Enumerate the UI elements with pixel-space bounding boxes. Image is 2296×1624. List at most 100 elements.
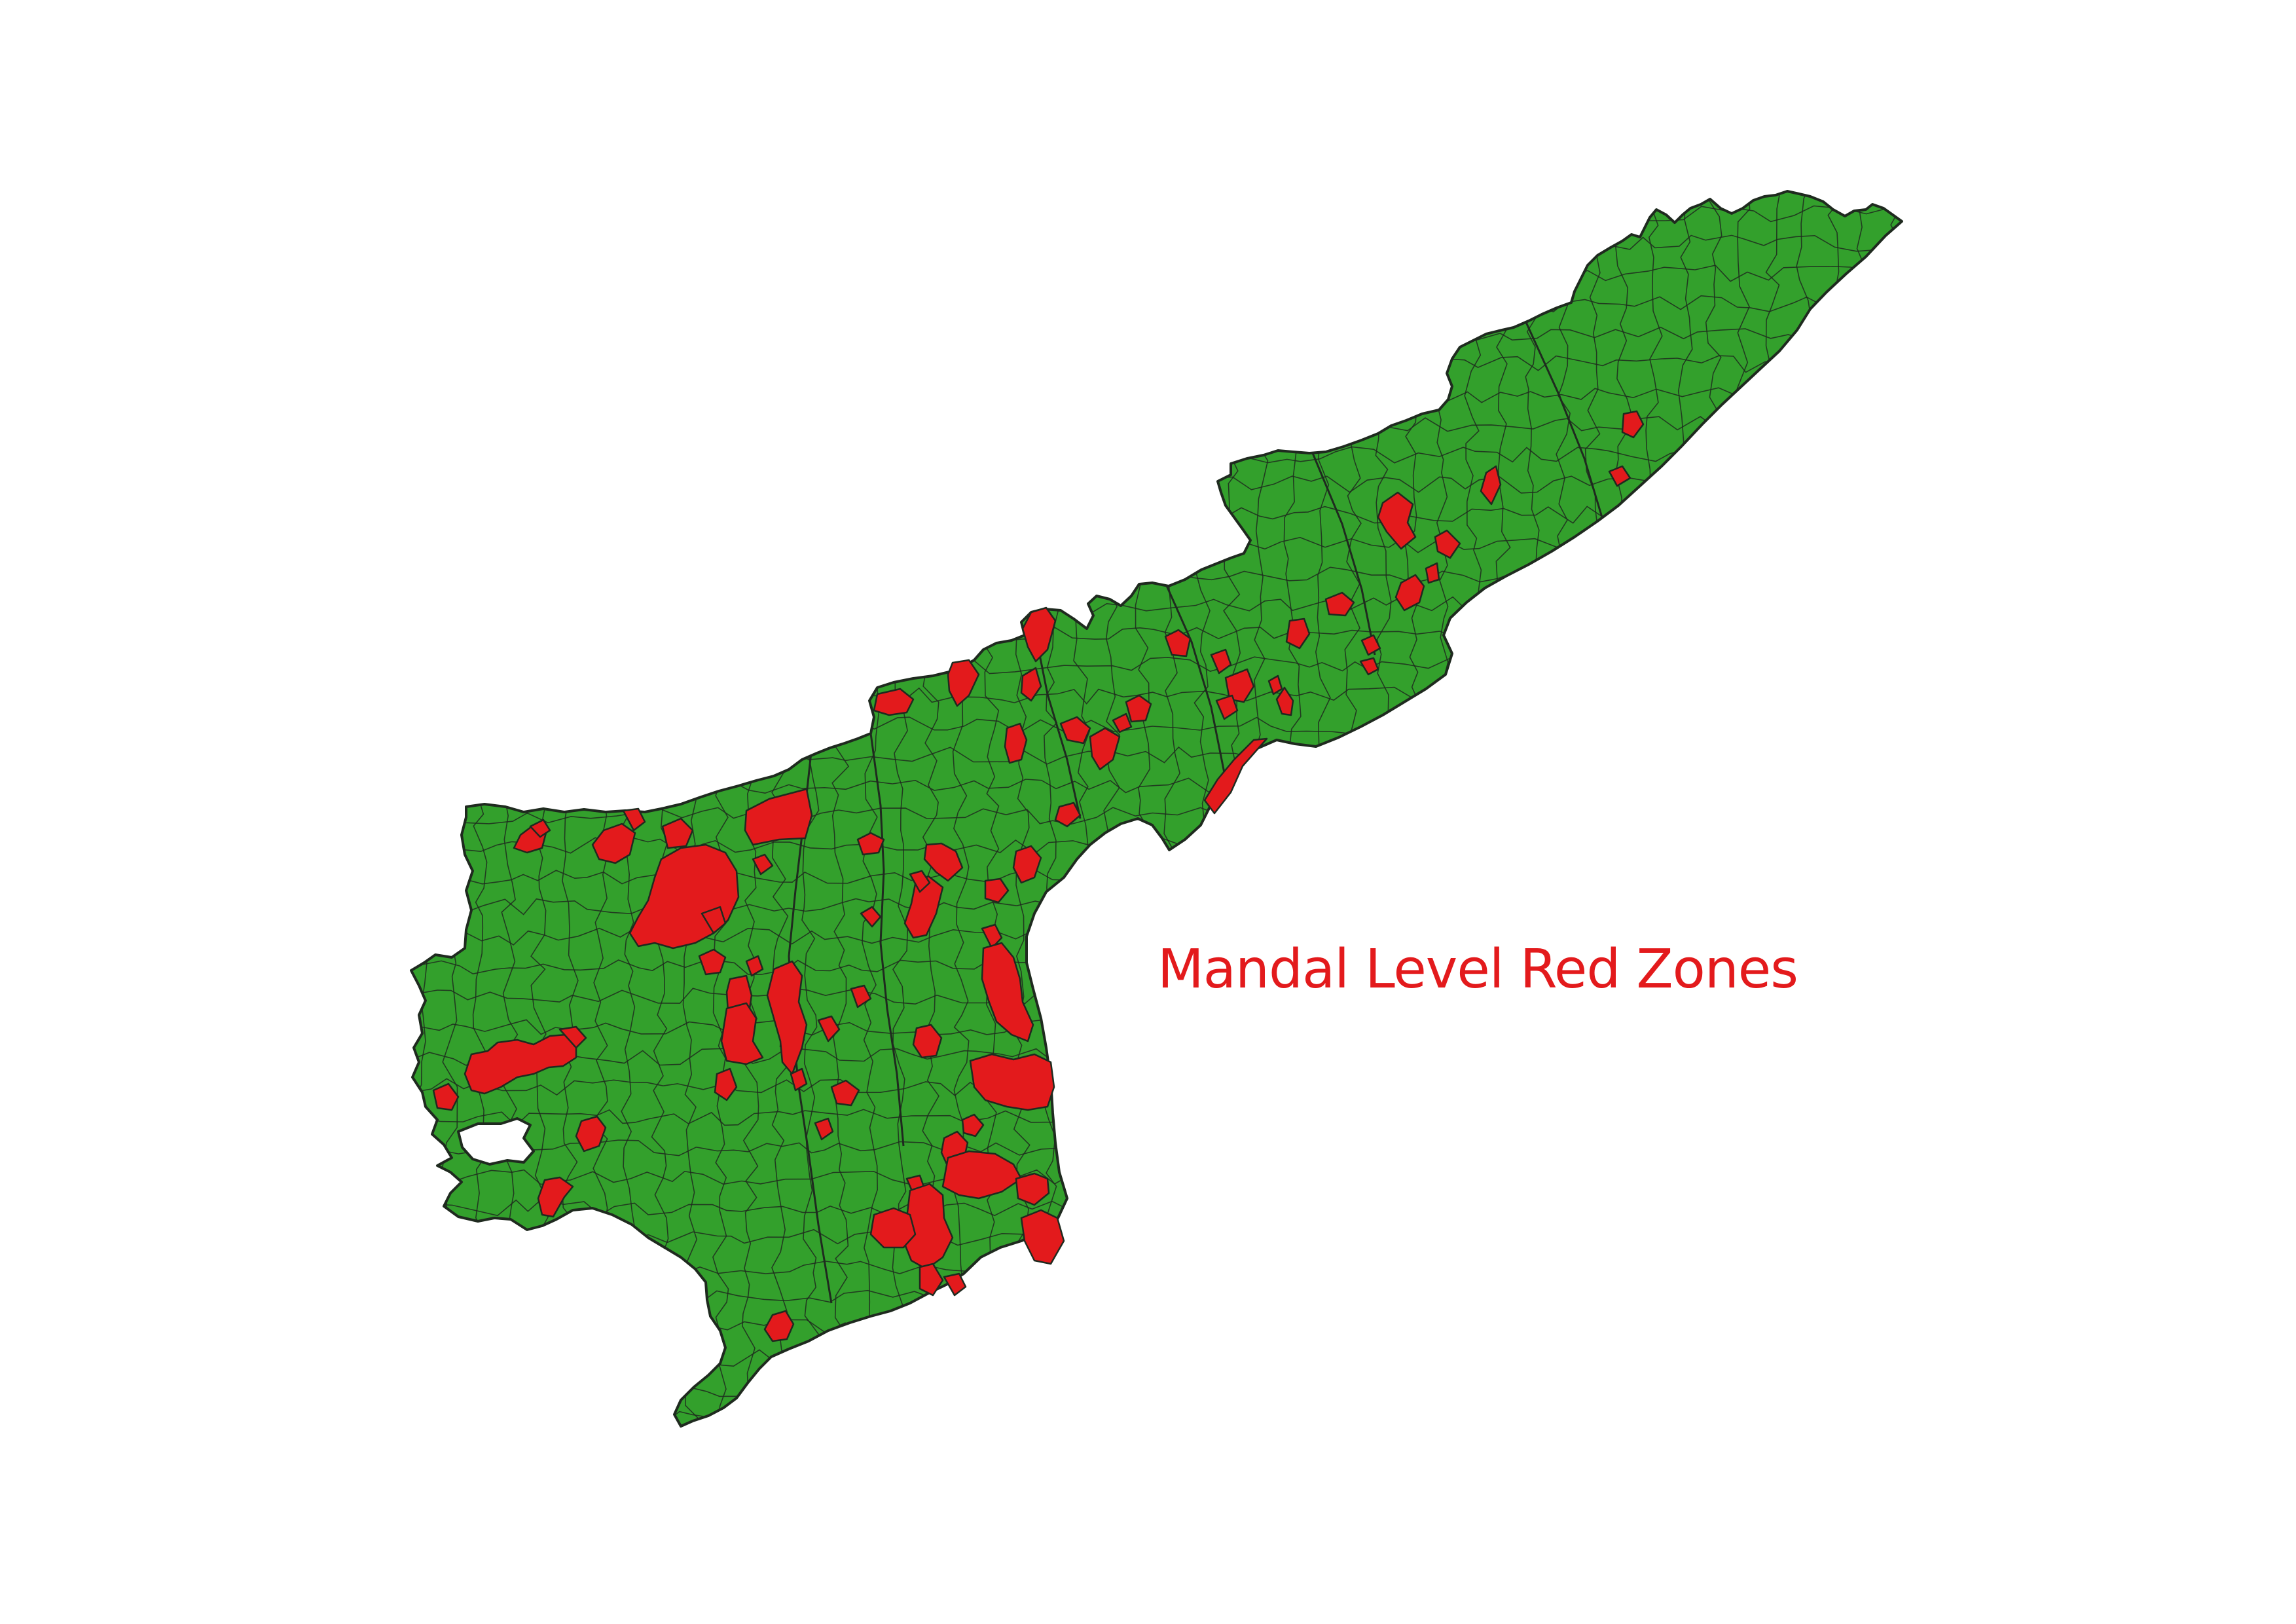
red-zone-mandal bbox=[763, 1310, 795, 1342]
red-zone-mandal bbox=[860, 906, 882, 928]
mandal-boundary-line bbox=[1855, 191, 1878, 1426]
red-zone-mandal bbox=[1215, 694, 1239, 720]
mandal-boundary-line bbox=[1253, 191, 1273, 1426]
red-zone-mandal bbox=[432, 1082, 460, 1111]
red-zone-mandal bbox=[909, 870, 931, 893]
red-zone-mandal bbox=[1089, 727, 1121, 771]
mandal-boundary-line bbox=[411, 1349, 1902, 1368]
mandal-boundary-line bbox=[1765, 191, 1783, 1426]
mandal-boundary-line bbox=[411, 1228, 1902, 1247]
red-zone-mandal bbox=[1004, 722, 1028, 764]
red-zone-mandal bbox=[873, 688, 915, 716]
red-zone-mandal bbox=[1054, 802, 1082, 828]
red-zone-mandal bbox=[744, 788, 813, 846]
mandal-boundary-line bbox=[440, 191, 458, 1426]
red-zone-mandal bbox=[941, 1150, 1023, 1200]
red-zone-mandal bbox=[903, 875, 944, 939]
red-zone-mandal bbox=[591, 822, 636, 864]
red-zone-mandal bbox=[1359, 657, 1379, 676]
mandal-boundary-line bbox=[411, 191, 428, 1426]
mandal-boundary-line bbox=[411, 1289, 1902, 1307]
red-zone-mandal bbox=[943, 1272, 967, 1297]
red-zone-mandal bbox=[1394, 574, 1425, 612]
red-zone-mandal bbox=[622, 807, 646, 832]
red-zone-mandal bbox=[1020, 667, 1042, 702]
red-zone-mandal bbox=[814, 1117, 834, 1141]
district-boundary-line bbox=[869, 733, 905, 1147]
andhra-pradesh-map bbox=[410, 190, 1903, 1428]
red-zone-mandal bbox=[856, 832, 885, 856]
red-zone-mandal bbox=[1434, 529, 1461, 559]
red-zone-mandal bbox=[817, 1015, 841, 1043]
mandal-boundary-line bbox=[1404, 191, 1422, 1426]
red-zone-mandal bbox=[969, 1053, 1055, 1111]
red-zone-mandal bbox=[1125, 694, 1152, 723]
mandal-boundary-line bbox=[1886, 191, 1902, 1426]
red-zone-mandal bbox=[1059, 716, 1091, 745]
red-zone-mandal bbox=[1275, 686, 1294, 716]
mandal-boundary-line bbox=[411, 1319, 1902, 1337]
red-zone-mandal bbox=[537, 1176, 574, 1218]
red-zone-mandal bbox=[1324, 591, 1355, 617]
mandal-boundary-line bbox=[411, 191, 1902, 192]
red-zone-mandal bbox=[981, 923, 1003, 950]
red-zone-mandal bbox=[1020, 1209, 1065, 1265]
map-title: Mandal Level Red Zones bbox=[1157, 938, 1798, 1001]
red-zone-mandal bbox=[766, 960, 808, 1075]
mandal-boundary-line bbox=[411, 445, 1902, 464]
state-outline bbox=[410, 190, 1903, 1428]
red-zone-mandal bbox=[752, 853, 774, 876]
red-zone-mandal bbox=[661, 817, 694, 849]
mandal-boundary-line bbox=[1313, 191, 1332, 1426]
red-zone-mandal bbox=[790, 1067, 808, 1092]
district-boundary-line bbox=[1524, 320, 1605, 525]
red-zone-mandal bbox=[984, 877, 1010, 904]
red-zone-mandal bbox=[575, 1115, 607, 1153]
red-zone-mandal bbox=[1015, 1172, 1050, 1206]
red-zone-mandal bbox=[714, 1067, 738, 1101]
mandal-boundary-line bbox=[1283, 191, 1303, 1426]
red-zone-mandal bbox=[1210, 648, 1232, 674]
red-zone-mandal bbox=[558, 1025, 587, 1049]
mandal-boundary-line bbox=[411, 1379, 1902, 1397]
red-zone-mandal bbox=[1012, 845, 1042, 884]
red-zone-mandal bbox=[1480, 465, 1502, 506]
red-zone-mandal bbox=[850, 984, 872, 1008]
red-zone-mandal bbox=[912, 1024, 943, 1059]
red-zone-mandal bbox=[1164, 629, 1192, 657]
red-zone-mandal bbox=[947, 659, 980, 707]
district-boundary-line bbox=[1311, 452, 1376, 655]
mandal-boundary-line bbox=[411, 1259, 1902, 1277]
red-zone-mandal bbox=[1285, 618, 1311, 650]
red-zone-mandal bbox=[1425, 562, 1440, 584]
mandal-boundary-line bbox=[411, 566, 1902, 587]
red-zone-mandal bbox=[923, 842, 964, 882]
red-zone-mandals bbox=[432, 410, 1645, 1342]
mandal-boundary-line bbox=[1795, 191, 1813, 1426]
red-zone-mandal bbox=[464, 1033, 577, 1095]
red-zone-mandal bbox=[961, 1113, 985, 1137]
red-zone-mandal bbox=[701, 906, 727, 934]
red-zone-mandal bbox=[745, 955, 764, 977]
red-zone-mandal bbox=[981, 942, 1034, 1043]
red-zone-mandal bbox=[1360, 634, 1381, 656]
mandal-boundary-line bbox=[411, 1409, 1902, 1426]
red-zone-mandal bbox=[1021, 606, 1057, 663]
mandal-boundary-line bbox=[411, 506, 1902, 524]
red-zone-mandal bbox=[830, 1079, 860, 1107]
red-zone-mandal bbox=[1608, 465, 1631, 487]
lake-cutout bbox=[457, 1117, 535, 1166]
mandal-boundary-line bbox=[1343, 191, 1362, 1426]
district-boundary-line bbox=[1033, 628, 1082, 819]
red-zone-mandal bbox=[698, 948, 727, 976]
mandal-boundary-line bbox=[1825, 191, 1844, 1426]
red-zone-mandal bbox=[529, 819, 551, 838]
red-zone-mandal bbox=[1377, 491, 1417, 550]
red-zone-mandal bbox=[720, 1002, 764, 1065]
mandal-boundary-line bbox=[411, 475, 1902, 494]
red-zone-mandal bbox=[1267, 674, 1283, 695]
red-zone-mandal bbox=[869, 1207, 917, 1249]
mandal-boundary-line bbox=[1223, 191, 1241, 1426]
red-zone-mandal bbox=[919, 1263, 944, 1297]
